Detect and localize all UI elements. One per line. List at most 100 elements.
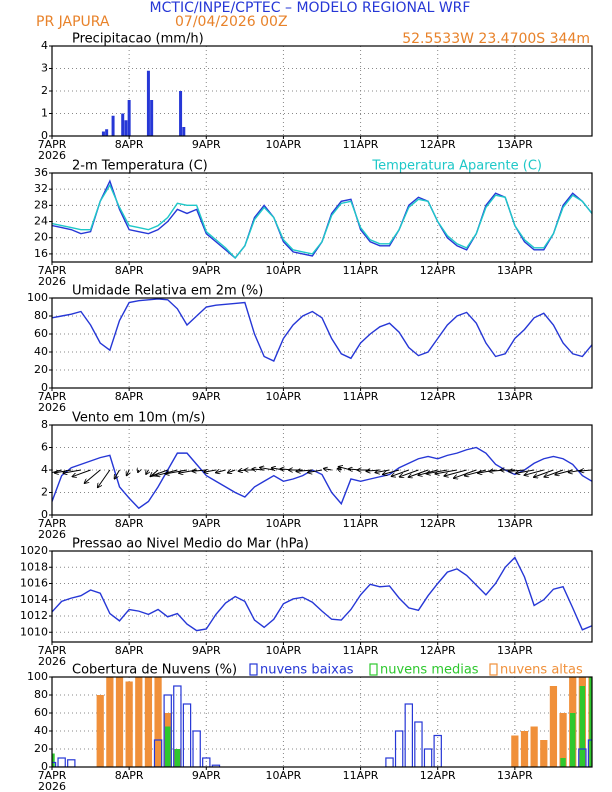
bar [385, 757, 394, 767]
wind-arrow [115, 469, 120, 479]
y-tick-label: 16 [34, 247, 48, 260]
bar [433, 734, 442, 767]
bar [146, 70, 150, 136]
wind-arrow [444, 469, 467, 476]
plot-area [52, 677, 592, 767]
y-tick-label: 60 [34, 327, 48, 340]
y-tick-label: 4 [41, 39, 48, 52]
y-tick-label: 20 [34, 363, 48, 376]
y-tick-label: 1010 [20, 625, 48, 638]
x-tick-label: 13APR [497, 517, 533, 530]
y-tick-label: 80 [34, 688, 48, 701]
y-tick-label: 20 [34, 231, 48, 244]
bar [165, 726, 171, 767]
wind-arrow [228, 470, 236, 473]
y-tick-label: 100 [27, 670, 48, 683]
bar [530, 726, 538, 767]
x-tick-label: 8APR [115, 138, 144, 151]
x-tick-label: 7APR [38, 517, 67, 530]
x-tick-label: 8APR [115, 517, 144, 530]
plot-frame [51, 424, 593, 516]
wind-arrow [580, 470, 592, 471]
y-tick-label: 40 [34, 345, 48, 358]
x-tick-label: 9APR [192, 264, 221, 277]
wind-arrow [98, 469, 111, 487]
bar [153, 739, 163, 767]
x-tick-label: 11APR [343, 390, 379, 403]
y-tick-label: 0 [41, 381, 48, 394]
bar [105, 129, 109, 136]
x-tick-label: 7APR [38, 644, 67, 657]
bar [579, 686, 586, 767]
y-tick-label: 3 [41, 62, 48, 75]
bar [549, 686, 558, 767]
wind-arrow [308, 470, 323, 473]
legend-label: nuvens medias [380, 663, 479, 678]
plot-area [52, 556, 592, 632]
plot-area [52, 446, 592, 510]
x-tick-label: 11APR [343, 517, 379, 530]
y-tick-label: 0 [41, 760, 48, 773]
x-tick-label: 7APR [38, 264, 67, 277]
y-tick-label: 80 [34, 309, 48, 322]
x-tick-label: 8APR [115, 644, 144, 657]
x-tick-label: 9APR [192, 769, 221, 782]
y-tick-label: 40 [34, 724, 48, 737]
x-tick-label: 12APR [420, 517, 456, 530]
bar [182, 703, 192, 767]
x-tick-label: 11APR [343, 264, 379, 277]
bar [182, 127, 186, 136]
wind-arrow [127, 469, 130, 475]
x-tick-label: 12APR [420, 644, 456, 657]
x-tick-label: 9APR [192, 390, 221, 403]
bar [111, 115, 115, 136]
bar [404, 703, 414, 767]
x-tick-label: 7APR [38, 769, 67, 782]
plot-frame [51, 45, 593, 137]
wind-arrow [465, 469, 487, 476]
bar [121, 113, 125, 136]
bar [202, 757, 211, 767]
x-tick-label: 7APR [38, 138, 67, 151]
y-tick-label: 0 [41, 508, 48, 521]
legend-swatch [489, 663, 498, 676]
legend-swatch [369, 663, 378, 676]
y-tick-label: 2 [41, 84, 48, 97]
x-tick-label: 9APR [192, 644, 221, 657]
x-tick-label: 9APR [192, 517, 221, 530]
y-tick-label: 1020 [20, 544, 48, 557]
bar [154, 677, 162, 767]
wind-arrow [204, 470, 217, 472]
x-year-label: 2026 [38, 401, 66, 414]
wind-arrow [146, 470, 148, 474]
wind-arrow [138, 470, 139, 472]
panel-title: Precipitacao (mm/h) [72, 32, 204, 47]
x-tick-label: 9APR [192, 138, 221, 151]
series-line [52, 183, 592, 260]
bar [179, 91, 183, 136]
bar [174, 749, 181, 767]
bar [106, 677, 114, 767]
x-tick-label: 8APR [115, 769, 144, 782]
bar [101, 131, 105, 136]
plot-frame [51, 297, 593, 389]
y-tick-label: 1016 [20, 577, 48, 590]
x-tick-label: 10APR [266, 517, 302, 530]
y-tick-label: 20 [34, 742, 48, 755]
y-tick-label: 4 [41, 463, 48, 476]
wind-arrow [516, 469, 535, 473]
bar [211, 764, 221, 767]
panel-title: Cobertura de Nuvens (%) [72, 663, 237, 678]
bar [124, 120, 128, 136]
x-tick-label: 11APR [343, 138, 379, 151]
location: PR JAPURA [36, 14, 110, 30]
plot-frame [51, 172, 593, 263]
x-year-label: 2026 [38, 528, 66, 541]
x-year-label: 2026 [38, 149, 66, 162]
bar [127, 100, 131, 136]
y-tick-label: 24 [34, 215, 48, 228]
x-tick-label: 13APR [497, 390, 533, 403]
bar [560, 758, 566, 767]
